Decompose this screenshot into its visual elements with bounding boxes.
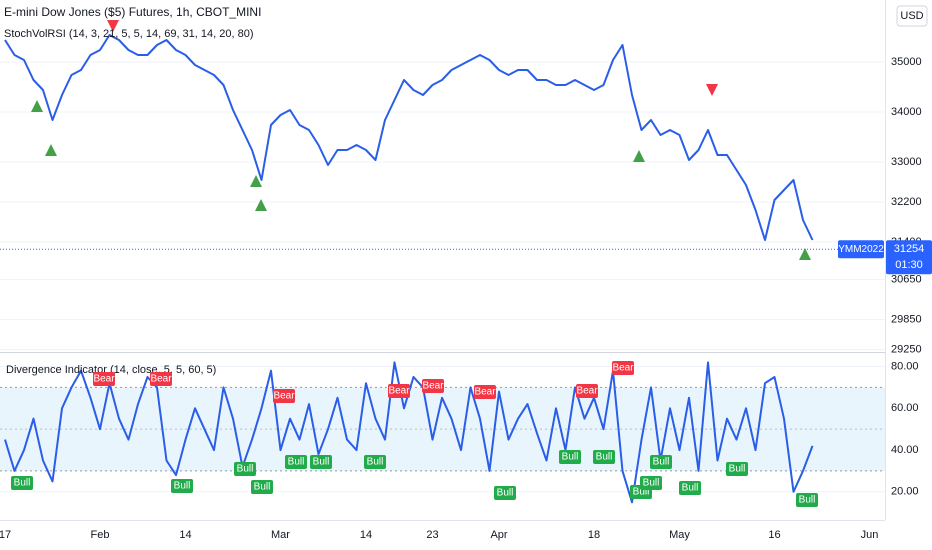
x-tick-label: Jun [861,529,879,541]
signal-label: Bear [474,387,496,398]
signal-badge [285,455,307,469]
currency-button[interactable] [896,5,928,27]
signal-badge [612,361,634,375]
signal-label: Bull [562,452,579,463]
x-tick-label: 14 [179,529,191,541]
signal-badge [251,480,273,494]
y-tick-label: 35000 [891,56,922,68]
x-tick-label: Mar [271,529,290,541]
signal-badge [726,462,748,476]
buy-marker [250,175,262,187]
signal-label: Bull [653,457,670,468]
signal-label: Bull [254,482,271,493]
x-tick-label: 17 [0,529,11,541]
signal-label: Bear [273,391,295,402]
signal-badge [494,486,516,500]
signal-badge [576,384,598,398]
x-tick-label: 14 [360,529,372,541]
indicator-title: StochVolRSI (14, 3, 21, 5, 5, 14, 69, 31… [4,28,254,40]
signal-label: Bear [612,363,634,374]
signal-label: Bear [388,386,410,397]
y-tick-label: 30650 [891,273,922,285]
countdown: 01:30 [895,259,923,271]
signal-badge [273,389,295,403]
signal-label: Bull [799,495,816,506]
signal-label: Bull [682,483,699,494]
sell-marker [107,20,119,32]
buy-marker [31,100,43,112]
signal-label: Bull [14,478,31,489]
buy-marker [799,248,811,260]
y-tick-label: 32200 [891,196,922,208]
signal-badge [796,493,818,507]
signal-badge [650,455,672,469]
x-tick-label: Feb [91,529,110,541]
signal-badge [150,372,172,386]
buy-marker [45,144,57,156]
y-tick-label: 60.00 [891,402,919,414]
x-tick-label: Apr [490,529,507,541]
signal-badge [422,379,444,393]
signal-label: Bull [174,481,191,492]
signal-badge [234,462,256,476]
signal-label: Bull [367,457,384,468]
y-tick-label: 29250 [891,343,922,355]
x-tick-label: 16 [768,529,780,541]
signal-label: Bull [497,488,514,499]
signal-markers [31,20,811,260]
signal-label: Bull [288,457,305,468]
y-tick-label: 80.00 [891,360,919,372]
y-tick-label: 34000 [891,106,922,118]
signal-badge [11,476,33,490]
signal-badge [640,476,662,490]
signal-label: Bull [313,457,330,468]
signal-label: Bull [729,464,746,475]
band [0,387,885,471]
signal-badge [559,450,581,464]
y-tick-label: 20.00 [891,486,919,498]
price-line [4,34,814,241]
last-price: 31254 [894,243,925,255]
price-badge [886,240,932,275]
signal-label: Bull [643,478,660,489]
y-tick-label: 33000 [891,156,922,168]
signal-badge [388,384,410,398]
chart-title: E-mini Dow Jones ($5) Futures, 1h, CBOT_… [4,5,261,19]
signal-badge [93,372,115,386]
signal-badge [171,479,193,493]
buy-marker [633,150,645,162]
sell-marker [706,84,718,96]
signal-badge [593,450,615,464]
symbol-label: YMM2022 [838,244,884,255]
x-tick-label: 18 [588,529,600,541]
buy-marker [255,199,267,211]
signal-label: Bull [237,464,254,475]
signal-label: Bear [150,374,172,385]
signal-badge [364,455,386,469]
x-tick-label: May [669,529,690,541]
x-tick-label: 23 [426,529,438,541]
currency[interactable]: USD [900,10,923,22]
signal-label: Bull [596,452,613,463]
signal-label: Bear [93,374,115,385]
y-tick-label: 40.00 [891,444,919,456]
symbol-badge [838,240,884,259]
signal-label: Bull [633,487,650,498]
signal-badge [474,385,496,399]
signal-label: Bear [422,381,444,392]
y-tick-label: 29850 [891,313,922,325]
signal-badge [679,481,701,495]
signal-label: Bear [576,386,598,397]
signal-badge [310,455,332,469]
